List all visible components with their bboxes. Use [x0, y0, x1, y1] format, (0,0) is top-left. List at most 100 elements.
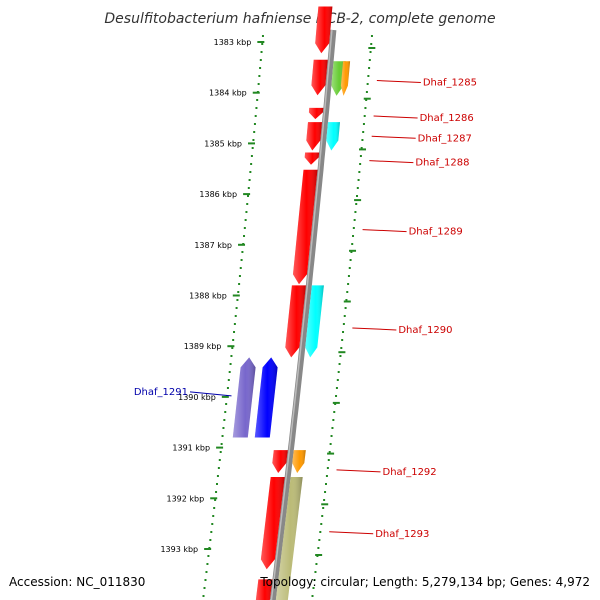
scale-dot — [247, 187, 250, 189]
scale-tick-label: 1384 kbp — [209, 89, 247, 98]
scale-dot — [202, 595, 205, 597]
scale-dot — [367, 75, 370, 77]
gene-arrow-shade — [260, 477, 285, 570]
scale-dot — [320, 523, 323, 525]
gene-label-leader — [371, 135, 416, 139]
gene-label-dhaf_1290[interactable]: Dhaf_1290 — [398, 325, 452, 336]
gene-label-dhaf_1288[interactable]: Dhaf_1288 — [415, 158, 469, 169]
scale-dot — [249, 171, 252, 173]
gene-arrow-shade — [254, 357, 278, 438]
gene-arrow-shade — [326, 122, 340, 151]
scale-dot — [215, 483, 218, 485]
gene-label-leader — [352, 327, 397, 331]
scale-tick-label: 1383 kbp — [214, 38, 252, 47]
scale-dot — [243, 235, 246, 237]
scale-tick-right — [315, 554, 323, 556]
scale-tick-left — [221, 395, 229, 398]
scale-dot — [364, 107, 367, 109]
scale-dot — [346, 291, 349, 293]
gene-arrow-shade — [285, 285, 306, 358]
scale-tick-label: 1393 kbp — [160, 545, 198, 554]
scale-dot — [259, 67, 262, 69]
scale-dot — [241, 251, 244, 253]
scale-dot — [317, 547, 320, 549]
scale-dot — [342, 331, 345, 333]
scale-dot — [232, 339, 235, 341]
scale-dot — [345, 299, 348, 301]
scale-dot — [336, 379, 339, 381]
scale-tick-right — [354, 199, 362, 202]
scale-dot — [354, 211, 357, 213]
scale-dot — [255, 107, 258, 109]
gene-arrow-shade — [305, 285, 324, 358]
scale-dot — [343, 315, 346, 317]
gene-arrow-shade — [292, 450, 306, 473]
scale-dot — [353, 219, 356, 221]
scale-dot — [253, 123, 256, 125]
gene-label-dhaf_1286[interactable]: Dhaf_1286 — [420, 113, 474, 124]
scale-dot — [237, 291, 240, 293]
scale-tick-right — [332, 401, 340, 404]
scale-dot — [370, 43, 373, 45]
scale-tick-right — [359, 148, 367, 151]
scale-dot — [328, 451, 331, 453]
gene-arrow-shade — [293, 169, 318, 285]
scale-tick-right — [338, 351, 346, 354]
gene-label-dhaf_1292[interactable]: Dhaf_1292 — [383, 467, 437, 478]
scale-dot — [261, 43, 264, 45]
gene-label-dhaf_1287[interactable]: Dhaf_1287 — [418, 133, 472, 144]
scale-dot — [311, 595, 314, 597]
scale-dot — [333, 411, 336, 413]
gene-label-dhaf_1293[interactable]: Dhaf_1293 — [375, 529, 429, 540]
scale-dot — [219, 451, 222, 453]
gene-label-dhaf_1289[interactable]: Dhaf_1289 — [409, 227, 463, 238]
scale-dot — [218, 459, 221, 461]
scale-tick-label: 1385 kbp — [204, 139, 242, 148]
scale-dot — [228, 371, 231, 373]
scale-dot — [348, 267, 351, 269]
gene-arrow-shade — [340, 61, 351, 96]
scale-dot — [251, 147, 254, 149]
scale-dot — [245, 211, 248, 213]
scale-dot — [350, 251, 353, 253]
scale-dot — [257, 83, 260, 85]
gene-label-leader — [362, 229, 407, 233]
scale-dot — [315, 563, 318, 565]
scale-dot — [240, 259, 243, 261]
gene-label-leader — [329, 531, 374, 535]
scale-dot — [365, 91, 368, 93]
scale-dot — [366, 83, 369, 85]
accession-text: Accession: NC_011830 — [9, 575, 145, 589]
gene-arrow-shade — [304, 152, 320, 165]
scale-dot — [322, 507, 325, 509]
scale-tick-left — [257, 41, 265, 43]
scale-dot — [369, 51, 372, 53]
scale-dot — [347, 275, 350, 277]
scale-dot — [227, 379, 230, 381]
scale-dot — [260, 51, 263, 53]
scale-dot — [356, 187, 359, 189]
scale-dot — [254, 115, 257, 117]
scale-dot — [212, 515, 215, 517]
scale-dot — [358, 171, 361, 173]
scale-dot — [340, 347, 343, 349]
gene-label-dhaf_1291[interactable]: Dhaf_1291 — [134, 387, 188, 398]
scale-dot — [331, 427, 334, 429]
scale-tick-right — [349, 249, 357, 252]
scale-dot — [217, 467, 220, 469]
scale-tick-left — [243, 193, 251, 196]
scale-dot — [352, 227, 355, 229]
gene-arrow-shade — [306, 122, 322, 151]
gene-label-dhaf_1285[interactable]: Dhaf_1285 — [423, 78, 477, 89]
scale-dot — [368, 67, 371, 69]
scale-dot — [362, 123, 365, 125]
scale-dot — [330, 435, 333, 437]
scale-tick-left — [252, 91, 260, 94]
scale-tick-right — [343, 300, 351, 303]
scale-dot — [321, 515, 324, 517]
gene-arrow-shade — [255, 579, 273, 600]
scale-dot — [207, 555, 210, 557]
scale-dot — [234, 315, 237, 317]
scale-tick-label: 1391 kbp — [172, 444, 210, 453]
scale-dot — [235, 307, 238, 309]
